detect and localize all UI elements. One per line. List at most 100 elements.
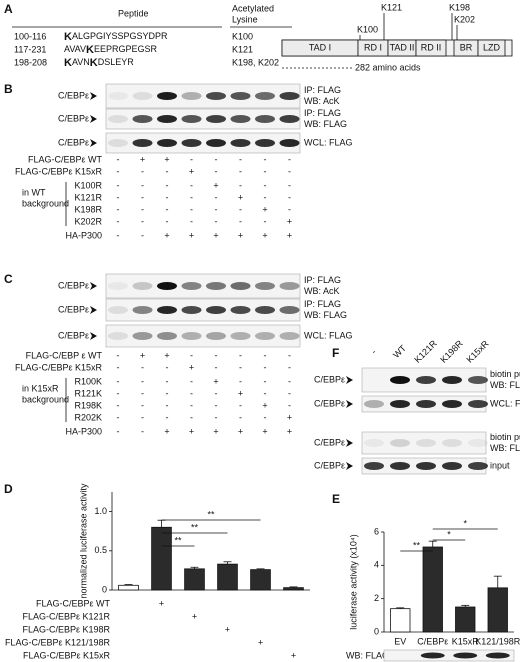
condition-sign: + [159, 598, 164, 608]
lane-sign: - [117, 154, 120, 164]
band [255, 282, 275, 290]
band [390, 462, 410, 470]
panel-label: F [332, 346, 339, 360]
lane-sign: + [238, 192, 243, 202]
probe-label: IP: FLAG [304, 275, 341, 285]
condition-label: R198K [74, 400, 102, 410]
group-label: in K15xR [22, 383, 59, 393]
lane-sign: - [288, 362, 291, 372]
probe-label: WCL: FLAG [304, 137, 353, 147]
lane-sign: - [215, 412, 218, 422]
blot [105, 108, 301, 130]
length-label: 282 amino acids [355, 62, 421, 72]
lane-sign: - [264, 376, 267, 386]
x-tick-label: EV [394, 636, 406, 646]
lane-sign: - [141, 204, 144, 214]
band [468, 400, 488, 408]
lane-sign: - [288, 388, 291, 398]
sequence-segment: DSLEYR [98, 57, 135, 67]
peptide-sequence: KALGPGIYSSPGSYDPR [64, 31, 168, 43]
lane-sign: - [117, 192, 120, 202]
lane-sign: + [287, 412, 292, 422]
domain-label: TAD II [390, 42, 415, 52]
probe-label: WB: FLAG [304, 310, 347, 320]
band [364, 400, 384, 408]
band-label: C/EBPε [58, 137, 89, 147]
band [390, 439, 410, 447]
lane-sign: - [117, 388, 120, 398]
probe-label: WB: FLAG [304, 119, 347, 129]
sequence-segment: K [86, 44, 94, 56]
lane-sign: - [264, 166, 267, 176]
x-tick-label: C/EBPε [417, 636, 448, 646]
probe-label: WB: FLAG [490, 380, 520, 390]
probe-label: IP: FLAG [304, 108, 341, 118]
probe-label: WB: FLAG [490, 443, 520, 453]
condition-label: K121R [74, 192, 102, 202]
band-label: C/EBPε [314, 437, 345, 447]
condition-label: FLAG-C/EBP ε WT [26, 350, 103, 360]
probe-label: WB: AcK [304, 96, 340, 106]
lane-sign: - [190, 388, 193, 398]
column-header: Peptide [118, 8, 149, 18]
lane-sign: - [264, 388, 267, 398]
lane-sign: - [166, 192, 169, 202]
lane-sign: - [141, 400, 144, 410]
lane-sign: + [140, 154, 145, 164]
y-tick-label: 0 [374, 626, 379, 636]
site-label: K198 [449, 2, 470, 12]
lane-sign: - [190, 154, 193, 164]
lane-sign: + [164, 350, 169, 360]
condition-sign: + [258, 637, 263, 647]
condition-label: FLAG-C/EBPε K121/198R [5, 637, 111, 647]
lane-sign: - [117, 376, 120, 386]
probe-label: biotin pull down [490, 369, 520, 379]
lane-sign: - [288, 350, 291, 360]
acetylated-lysine: K100 [232, 31, 253, 41]
lane-sign: + [213, 376, 218, 386]
blot [361, 431, 487, 455]
band [279, 139, 300, 147]
lane-sign: - [288, 180, 291, 190]
lane-sign: + [287, 230, 292, 240]
lane-sign: + [189, 426, 194, 436]
band [132, 92, 153, 100]
band [230, 115, 251, 123]
condition-label: R202K [74, 412, 102, 422]
acetylated-lysine: K121 [232, 44, 253, 54]
band [485, 652, 510, 659]
lane-sign: - [215, 350, 218, 360]
condition-sign: + [225, 624, 230, 634]
sequence-segment: AVN [72, 57, 90, 67]
lane-sign: - [117, 362, 120, 372]
lane-sign: - [288, 204, 291, 214]
band-label: C/EBPε [58, 330, 89, 340]
band [279, 282, 300, 290]
lane-sign: - [288, 400, 291, 410]
probe-label: input [490, 460, 510, 470]
band-arrow [346, 439, 353, 447]
condition-label: K198R [74, 204, 102, 214]
band [108, 282, 128, 290]
lane-sign: - [288, 166, 291, 176]
domain-label: RD I [364, 42, 382, 52]
lane-sign: + [262, 204, 267, 214]
band [390, 400, 410, 408]
probe-label: WCL: FLAG [490, 398, 520, 408]
lane-sign: - [264, 154, 267, 164]
band-label: C/EBPε [314, 460, 345, 470]
lane-sign: + [140, 350, 145, 360]
band-arrow [346, 376, 353, 384]
significance-label: * [463, 518, 467, 528]
lane-sign: - [141, 388, 144, 398]
band [416, 462, 436, 470]
lane-sign: + [262, 400, 267, 410]
column-header: Acetylated [232, 3, 274, 13]
lane-sign: - [141, 216, 144, 226]
x-tick-label: K15xR [452, 636, 480, 646]
band [255, 332, 275, 340]
band [181, 332, 202, 340]
lane-sign: - [190, 216, 193, 226]
y-tick-label: 0 [102, 584, 107, 594]
